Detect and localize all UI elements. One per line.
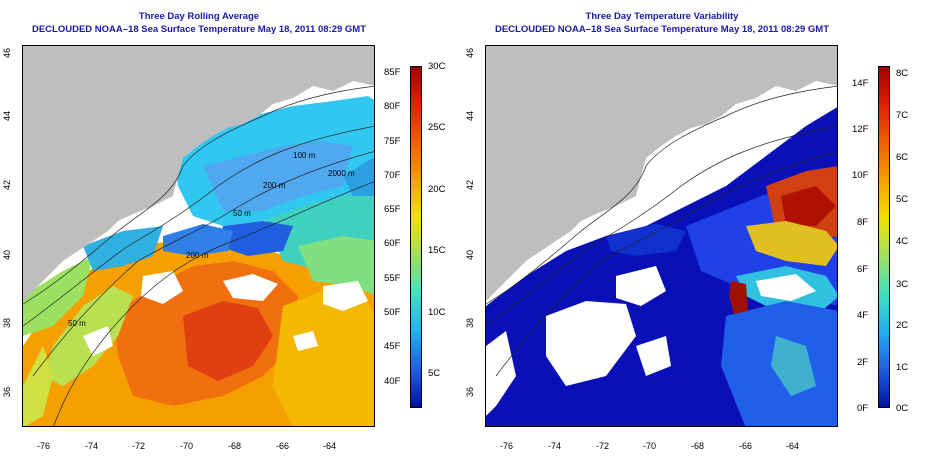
right-cb-4c: 4C	[896, 236, 909, 247]
left-lat-40: 40	[2, 249, 13, 261]
right-lat-42: 42	[465, 179, 476, 191]
left-lon-66: -66	[276, 441, 290, 451]
right-title-line2: DECLOUDED NOAA–18 Sea Surface Temperatur…	[494, 24, 830, 35]
right-cb-1c: 1C	[896, 362, 909, 373]
right-contours	[486, 85, 837, 377]
right-cb-8f: 8F	[857, 217, 869, 228]
right-cb-3c: 3C	[896, 279, 909, 290]
right-cb-7c: 7C	[896, 110, 909, 121]
left-cb-15c: 15C	[428, 245, 446, 256]
right-land	[486, 46, 837, 301]
left-title-line2: DECLOUDED NOAA–18 Sea Surface Temperatur…	[31, 24, 367, 35]
left-cb-25c: 25C	[428, 122, 446, 133]
right-lat-44: 44	[465, 110, 476, 122]
right-colorbar	[878, 66, 890, 408]
left-cb-45f: 45F	[384, 341, 401, 352]
contour-label-2000m: 2000 m	[328, 169, 355, 178]
left-cb-60f: 60F	[384, 238, 401, 249]
contour-label-200m-north: 200 m	[263, 181, 286, 190]
right-title-line1: Three Day Temperature Variability	[585, 11, 739, 22]
left-cb-40f: 40F	[384, 376, 401, 387]
right-lon-68: -68	[691, 441, 705, 451]
right-map-plot	[485, 45, 838, 427]
right-cb-2c: 2C	[896, 320, 909, 331]
right-cb-5c: 5C	[896, 194, 909, 205]
left-title-line1: Three Day Rolling Average	[138, 11, 260, 22]
right-cb-10f: 10F	[852, 170, 869, 181]
left-cb-10c: 10C	[428, 307, 446, 318]
left-cb-70f: 70F	[384, 170, 401, 181]
left-cb-85f: 85F	[384, 67, 401, 78]
left-lon-68: -68	[228, 441, 242, 451]
right-cloud-gaps	[486, 266, 816, 416]
contour-label-50m-south: 50 m	[68, 319, 86, 328]
left-map-panel: 100 m 200 m 2000 m 50 m 200 m 50 m	[22, 45, 375, 427]
right-lat-36: 36	[465, 386, 476, 398]
right-cb-0c: 0C	[896, 403, 909, 414]
left-contour-labels: 100 m 200 m 2000 m 50 m 200 m 50 m	[68, 151, 355, 328]
right-cb-14f: 14F	[852, 78, 869, 89]
contour-label-200m-south: 200 m	[186, 251, 209, 260]
left-lat-44: 44	[2, 110, 13, 122]
left-map-plot: 100 m 200 m 2000 m 50 m 200 m 50 m	[22, 45, 375, 427]
right-lon-76: -76	[500, 441, 514, 451]
right-cb-4f: 4F	[857, 310, 869, 321]
left-lon-76: -76	[37, 441, 51, 451]
left-cb-55f: 55F	[384, 273, 401, 284]
right-lat-40: 40	[465, 249, 476, 261]
left-cb-5c: 5C	[428, 368, 441, 379]
left-cb-80f: 80F	[384, 101, 401, 112]
left-lat-42: 42	[2, 179, 13, 191]
right-lon-66: -66	[739, 441, 753, 451]
right-lon-64: -64	[786, 441, 800, 451]
right-map-panel	[485, 45, 838, 427]
right-lon-72: -72	[596, 441, 610, 451]
right-cb-8c: 8C	[896, 68, 909, 79]
right-cb-6c: 6C	[896, 152, 909, 163]
right-cb-0f: 0F	[857, 403, 869, 414]
left-cb-50f: 50F	[384, 307, 401, 318]
contour-label-100m: 100 m	[293, 151, 316, 160]
left-lon-72: -72	[132, 441, 146, 451]
left-lon-64: -64	[323, 441, 337, 451]
left-lon-70: -70	[180, 441, 194, 451]
right-lon-70: -70	[643, 441, 657, 451]
left-map-svg: 100 m 200 m 2000 m 50 m 200 m 50 m	[23, 46, 374, 426]
left-cb-65f: 65F	[384, 204, 401, 215]
right-cb-6f: 6F	[857, 264, 869, 275]
left-lat-36: 36	[2, 386, 13, 398]
left-contours	[23, 85, 374, 426]
right-map-svg	[486, 46, 837, 426]
left-lat-38: 38	[2, 317, 13, 329]
left-lat-46: 46	[2, 47, 13, 59]
right-cb-2f: 2F	[857, 357, 869, 368]
left-land	[23, 46, 374, 301]
right-lon-74: -74	[548, 441, 562, 451]
left-cloud-gaps	[83, 271, 368, 356]
right-lat-46: 46	[465, 47, 476, 59]
left-cb-30c: 30C	[428, 61, 446, 72]
left-lon-74: -74	[85, 441, 99, 451]
left-cb-75f: 75F	[384, 136, 401, 147]
left-colorbar	[410, 66, 422, 408]
right-cb-12f: 12F	[852, 124, 869, 135]
left-cb-20c: 20C	[428, 184, 446, 195]
right-lat-38: 38	[465, 317, 476, 329]
contour-label-50m-north: 50 m	[233, 209, 251, 218]
